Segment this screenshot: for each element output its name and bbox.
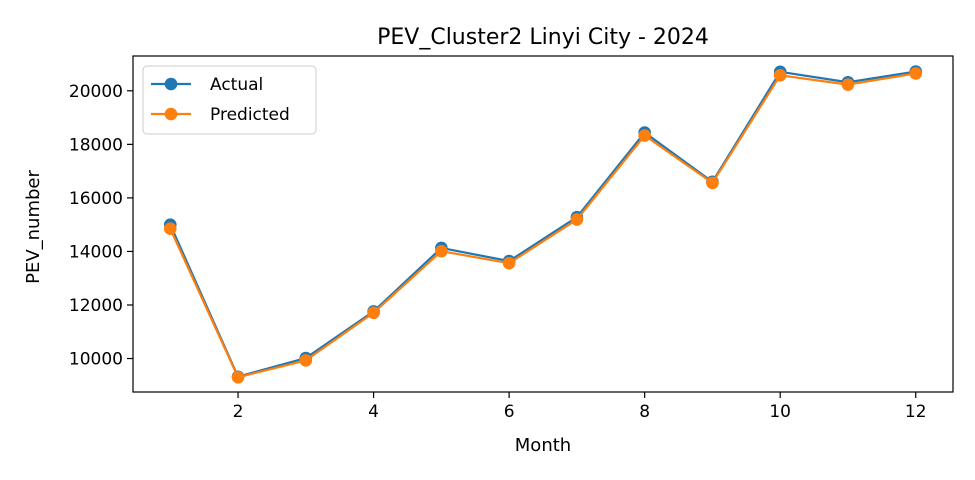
series-layer (163, 65, 923, 384)
x-tick-label: 10 (769, 402, 791, 422)
y-tick-label: 20000 (69, 82, 123, 102)
data-point (502, 256, 516, 270)
x-tick-label: 2 (233, 402, 244, 422)
series-line-0 (169, 70, 916, 378)
data-point (435, 244, 448, 258)
x-tick-label: 8 (639, 402, 650, 422)
legend-label: Predicted (210, 105, 290, 125)
data-point (163, 222, 177, 235)
y-tick-label: 10000 (69, 350, 123, 370)
chart-title: PEV_Cluster2 Linyi City - 2024 (377, 25, 709, 50)
axes-layer: 2 4 6 8 10 12 10000 12000 14000 16000 18000 20000 (69, 55, 954, 422)
legend-label: Actual (210, 75, 263, 95)
legend-marker (164, 77, 178, 91)
data-point (367, 306, 380, 320)
y-tick-label: 14000 (69, 242, 123, 262)
data-point (638, 129, 651, 142)
legend-marker (164, 107, 178, 121)
y-tick-label: 18000 (69, 135, 123, 155)
y-tick-label: 12000 (69, 296, 123, 316)
data-point (706, 176, 719, 190)
x-tick-label: 12 (905, 402, 927, 422)
data-point (841, 78, 855, 91)
legend: Actual Predicted (142, 65, 317, 135)
y-axis-label: PEV_number (23, 170, 44, 284)
data-point (909, 67, 923, 80)
data-point (231, 370, 245, 384)
series-1 (163, 67, 923, 384)
x-axis-label: Month (515, 435, 571, 456)
y-tick-label: 16000 (69, 189, 123, 209)
data-point (299, 354, 313, 367)
plot-frame (132, 55, 954, 393)
x-tick-label: 4 (368, 402, 379, 422)
series-line-1 (169, 72, 916, 379)
data-point (570, 213, 584, 226)
x-tick-label: 6 (504, 402, 515, 422)
data-point (773, 68, 787, 82)
